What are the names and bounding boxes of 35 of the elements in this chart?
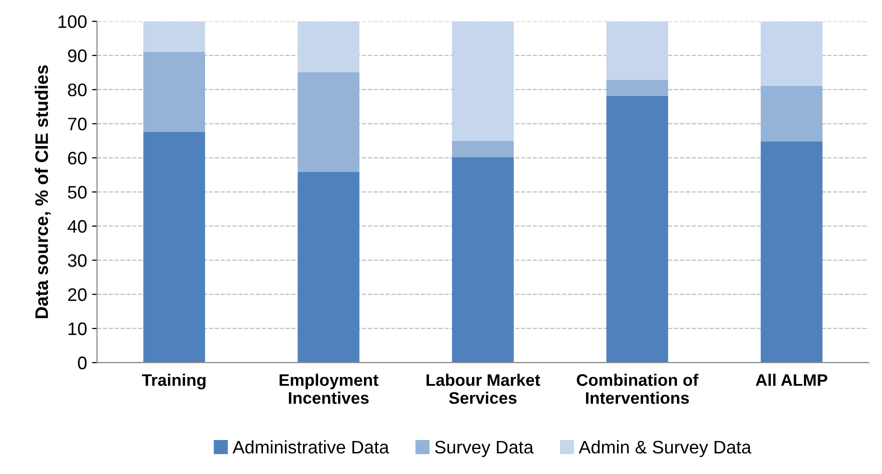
bar (452, 21, 514, 141)
bar (606, 96, 668, 363)
bar (760, 86, 822, 142)
bar (760, 141, 822, 363)
bar (143, 132, 206, 363)
y-tick-label: 50 (68, 186, 87, 199)
y-tick-label: 100 (58, 15, 87, 28)
y-tick-label: 90 (68, 49, 87, 62)
legend-label: Admin & Survey Data (578, 440, 752, 458)
y-tick-label: 10 (68, 322, 87, 336)
bar (298, 72, 360, 172)
bar (298, 172, 360, 363)
bar (760, 21, 822, 86)
bar (143, 52, 206, 132)
y-tick-label: 70 (68, 118, 87, 130)
legend-label: Administrative Data (232, 440, 390, 454)
bar (606, 80, 668, 96)
bar (452, 157, 514, 363)
y-tick-label: 30 (68, 254, 87, 267)
x-tick-label: Employment Incentives (280, 374, 378, 404)
y-tick-label: 20 (68, 288, 87, 302)
y-tick-label: 60 (68, 152, 87, 165)
y-tick-label: 0 (78, 356, 87, 370)
bar (452, 140, 514, 158)
y-axis-title: Data source, % of CIE studies (34, 65, 51, 318)
legend-label: Survey Data (435, 440, 534, 458)
x-tick-label: Training (142, 374, 206, 390)
bar (143, 21, 206, 52)
y-tick-label: 80 (68, 84, 87, 96)
y-tick-label: 40 (68, 220, 87, 233)
bar (606, 21, 668, 80)
x-tick-label: Combination of Interventions (576, 374, 698, 404)
bar (298, 21, 360, 72)
x-tick-label: Labour Market Services (426, 374, 540, 404)
x-tick-label: All ALMP (756, 374, 828, 386)
